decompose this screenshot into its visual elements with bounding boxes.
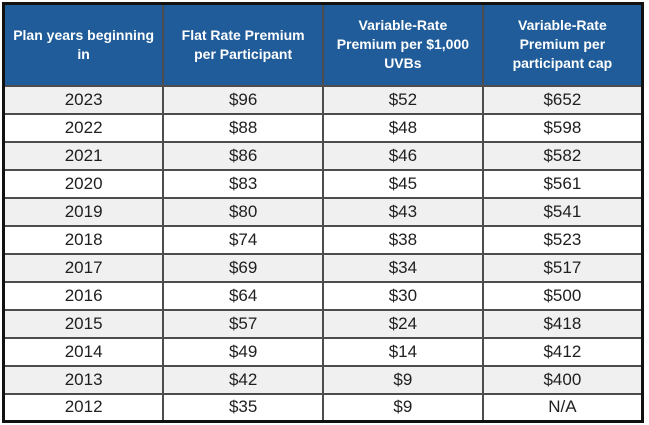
- table-body: 2023 $96 $52 $652 2022 $88 $48 $598 2021 $86 $46 $5…: [2, 84, 644, 423]
- table-cell: $9: [322, 392, 484, 423]
- table-row: 2017 $69 $34 $517: [2, 252, 644, 283]
- table-row: 2015 $57 $24 $418: [2, 308, 644, 339]
- table-cell: $30: [322, 280, 484, 311]
- table-cell: $14: [322, 336, 484, 367]
- table-cell: 2012: [2, 392, 165, 423]
- table-cell: $500: [481, 280, 644, 311]
- table-cell: $34: [322, 252, 484, 283]
- table-header-row: Plan years beginning in Flat Rate Premiu…: [2, 2, 644, 87]
- table-cell: 2020: [2, 168, 165, 199]
- table-cell: $74: [162, 224, 324, 255]
- table-cell: 2019: [2, 196, 165, 227]
- table-row: 2013 $42 $9 $400: [2, 364, 644, 395]
- table-cell: $88: [162, 112, 324, 143]
- table-cell: $35: [162, 392, 324, 423]
- table-cell: 2021: [2, 140, 165, 171]
- premium-rates-table: Plan years beginning in Flat Rate Premiu…: [2, 2, 644, 423]
- table-cell: $561: [481, 168, 644, 199]
- table-cell: $598: [481, 112, 644, 143]
- column-header-variable-rate-cap: Variable-Rate Premium per participant ca…: [481, 2, 644, 87]
- table-cell: $83: [162, 168, 324, 199]
- table-cell: $42: [162, 364, 324, 395]
- table-cell: 2015: [2, 308, 165, 339]
- table-cell: $96: [162, 84, 324, 115]
- table-cell: N/A: [481, 392, 644, 423]
- table-cell: $80: [162, 196, 324, 227]
- table-cell: $86: [162, 140, 324, 171]
- table-cell: $9: [322, 364, 484, 395]
- table-cell: $582: [481, 140, 644, 171]
- table-cell: 2016: [2, 280, 165, 311]
- column-header-variable-rate-uvbs: Variable-Rate Premium per $1,000 UVBs: [322, 2, 484, 87]
- column-header-flat-rate-premium: Flat Rate Premium per Participant: [162, 2, 324, 87]
- table-cell: $24: [322, 308, 484, 339]
- table-row: 2022 $88 $48 $598: [2, 112, 644, 143]
- table-cell: 2014: [2, 336, 165, 367]
- table-row: 2016 $64 $30 $500: [2, 280, 644, 311]
- table-cell: $523: [481, 224, 644, 255]
- table-row: 2012 $35 $9 N/A: [2, 392, 644, 423]
- table-row: 2019 $80 $43 $541: [2, 196, 644, 227]
- table-row: 2023 $96 $52 $652: [2, 84, 644, 115]
- table-row: 2018 $74 $38 $523: [2, 224, 644, 255]
- table-cell: $49: [162, 336, 324, 367]
- table-cell: 2023: [2, 84, 165, 115]
- table-cell: $52: [322, 84, 484, 115]
- table-cell: 2013: [2, 364, 165, 395]
- table-cell: $69: [162, 252, 324, 283]
- table-cell: $43: [322, 196, 484, 227]
- table-cell: 2018: [2, 224, 165, 255]
- table-cell: $57: [162, 308, 324, 339]
- column-header-plan-years: Plan years beginning in: [2, 2, 165, 87]
- table-header: Plan years beginning in Flat Rate Premiu…: [2, 2, 644, 87]
- table-cell: $400: [481, 364, 644, 395]
- table-cell: $541: [481, 196, 644, 227]
- table-cell: $412: [481, 336, 644, 367]
- premium-rates-table-container: Plan years beginning in Flat Rate Premiu…: [2, 2, 644, 423]
- table-cell: $45: [322, 168, 484, 199]
- table-cell: $38: [322, 224, 484, 255]
- table-cell: $517: [481, 252, 644, 283]
- table-row: 2014 $49 $14 $412: [2, 336, 644, 367]
- table-cell: 2022: [2, 112, 165, 143]
- table-cell: $64: [162, 280, 324, 311]
- table-cell: $46: [322, 140, 484, 171]
- table-cell: 2017: [2, 252, 165, 283]
- table-cell: $48: [322, 112, 484, 143]
- table-cell: $418: [481, 308, 644, 339]
- table-row: 2020 $83 $45 $561: [2, 168, 644, 199]
- table-row: 2021 $86 $46 $582: [2, 140, 644, 171]
- table-cell: $652: [481, 84, 644, 115]
